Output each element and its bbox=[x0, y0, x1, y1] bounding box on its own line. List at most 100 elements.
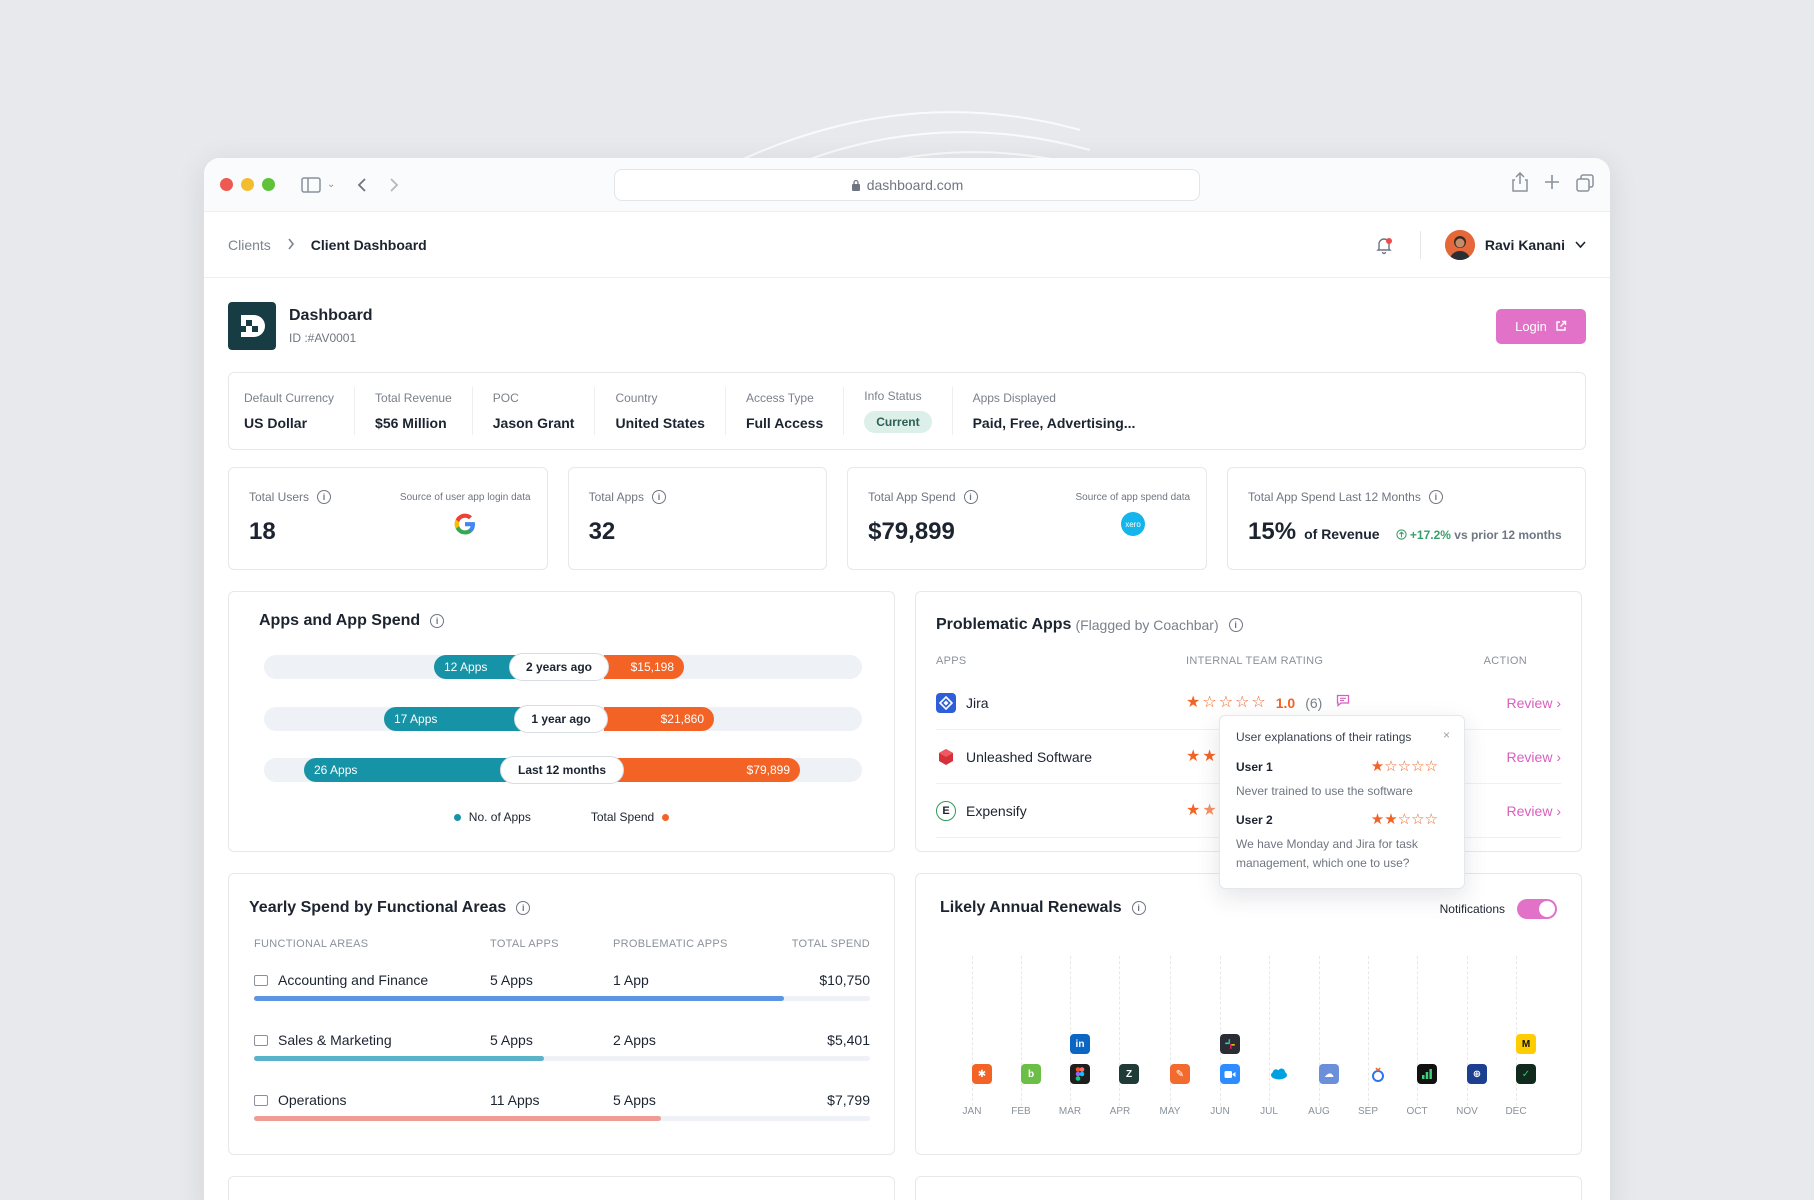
info-icon[interactable]: i bbox=[651, 490, 666, 504]
comment-icon[interactable] bbox=[1336, 694, 1350, 712]
spend-label: $15,198 bbox=[630, 660, 674, 674]
star-filled-icon: ★ bbox=[1186, 801, 1201, 819]
login-button[interactable]: Login bbox=[1496, 308, 1586, 344]
problematic-apps: 5 Apps bbox=[613, 1092, 656, 1108]
user-name[interactable]: Ravi Kanani bbox=[1484, 236, 1565, 253]
share-icon[interactable] bbox=[1512, 172, 1528, 192]
zendesk-icon[interactable]: Z bbox=[1119, 1064, 1139, 1084]
data-source-label: Source of user app login data bbox=[399, 492, 531, 503]
figma-icon[interactable] bbox=[1070, 1064, 1090, 1084]
data-source: Source of user app login data bbox=[400, 492, 531, 537]
star-filled-icon: ★ bbox=[1202, 747, 1217, 765]
grid-line bbox=[1368, 956, 1369, 1106]
total-apps: 5 Apps bbox=[490, 972, 533, 988]
area-label: Operations bbox=[278, 1092, 347, 1108]
notifications-control: Notifications bbox=[1440, 899, 1557, 919]
column-header: INTERNAL TEAM RATING bbox=[1186, 655, 1324, 667]
rating-value: 1.0 bbox=[1275, 694, 1296, 711]
close-window-button[interactable] bbox=[220, 178, 233, 191]
salesforce-icon[interactable] bbox=[1269, 1064, 1289, 1084]
month-label: APR bbox=[1109, 1106, 1131, 1117]
total-apps: 11 Apps bbox=[490, 1092, 540, 1108]
zoom-icon[interactable] bbox=[1220, 1064, 1240, 1084]
star-empty-icon: ☆ bbox=[1202, 693, 1217, 711]
avatar[interactable] bbox=[1444, 229, 1475, 260]
grid-line bbox=[1070, 956, 1071, 1106]
jira-icon bbox=[936, 692, 956, 713]
maximize-window-button[interactable] bbox=[262, 178, 275, 191]
legend-spend: Total Spend bbox=[591, 810, 677, 824]
info-currency: Default Currency US Dollar bbox=[244, 387, 356, 435]
legend-apps: No. of Apps bbox=[446, 810, 531, 824]
app-name[interactable]: Jira bbox=[966, 694, 989, 711]
stat-total-app-spend: Total App Spend i $79,899 Source of app … bbox=[847, 467, 1208, 570]
notifications-toggle[interactable] bbox=[1517, 899, 1557, 919]
close-icon[interactable]: × bbox=[1442, 728, 1450, 742]
star-half-icon: ★ bbox=[1202, 801, 1217, 819]
star-empty-icon: ☆ bbox=[1411, 758, 1425, 775]
spend-progress-track bbox=[254, 1116, 870, 1121]
info-icon[interactable]: i bbox=[516, 901, 531, 915]
checkmark-app-icon[interactable]: ✓ bbox=[1516, 1064, 1536, 1084]
chevron-right-icon bbox=[287, 237, 295, 253]
stat-value: $79,899 bbox=[868, 518, 955, 545]
review-link[interactable]: Review › bbox=[1506, 748, 1561, 765]
info-icon[interactable]: i bbox=[317, 490, 332, 504]
tabs-overview-icon[interactable] bbox=[1576, 172, 1594, 192]
info-icon[interactable]: i bbox=[1228, 618, 1243, 632]
info-label: Total Revenue bbox=[375, 391, 452, 405]
external-link-icon bbox=[1556, 320, 1567, 331]
ring-icon[interactable] bbox=[1368, 1064, 1388, 1084]
info-revenue: Total Revenue $56 Million bbox=[375, 387, 473, 435]
period-pill: Last 12 months bbox=[500, 756, 624, 784]
star-empty-icon: ☆ bbox=[1424, 758, 1438, 775]
linkedin-icon[interactable]: in bbox=[1070, 1034, 1090, 1054]
info-icon[interactable]: i bbox=[1428, 490, 1443, 504]
breadcrumb-clients-link[interactable]: Clients bbox=[228, 236, 271, 253]
stat-label: Total App Spend bbox=[868, 490, 956, 504]
legend-dot bbox=[662, 814, 670, 822]
info-value: US Dollar bbox=[244, 415, 308, 431]
grid-line bbox=[1467, 956, 1468, 1106]
panel-title: Apps and App Spend bbox=[259, 612, 421, 629]
stat-label: Total Apps bbox=[588, 490, 644, 504]
total-spend: $10,750 bbox=[819, 972, 870, 988]
review-link[interactable]: Review › bbox=[1506, 694, 1561, 711]
functional-areas-panel: Yearly Spend by Functional Areas i FUNCT… bbox=[228, 873, 895, 1155]
page-title: Dashboard bbox=[289, 307, 373, 324]
cloud-storage-icon[interactable]: ☁ bbox=[1319, 1064, 1339, 1084]
rating-stars: ★★☆☆☆ bbox=[1371, 811, 1438, 829]
area-label: Sales & Marketing bbox=[278, 1032, 392, 1048]
panel-row-3 bbox=[228, 1176, 1586, 1200]
info-icon[interactable]: i bbox=[963, 490, 978, 504]
chevron-down-icon[interactable]: ⌄ bbox=[327, 179, 336, 190]
slack-icon[interactable] bbox=[1220, 1034, 1240, 1054]
google-analytics-icon[interactable] bbox=[1417, 1064, 1437, 1084]
apps-count-label: 12 Apps bbox=[444, 660, 488, 674]
info-icon[interactable]: i bbox=[430, 614, 445, 628]
chevron-down-icon[interactable] bbox=[1575, 236, 1586, 254]
bamboohr-icon[interactable]: b bbox=[1021, 1064, 1041, 1084]
bottom-panel-left bbox=[228, 1176, 895, 1200]
review-link[interactable]: Review › bbox=[1506, 802, 1561, 819]
app-name[interactable]: Unleashed Software bbox=[966, 748, 1093, 765]
hubspot-icon[interactable]: ✱ bbox=[972, 1064, 992, 1084]
browser-actions bbox=[1512, 172, 1594, 192]
forward-arrow-icon[interactable] bbox=[389, 177, 399, 193]
teams-icon[interactable]: ⊕ bbox=[1467, 1064, 1487, 1084]
miro-icon[interactable]: M bbox=[1516, 1034, 1536, 1054]
client-header: Dashboard ID :#AV0001 Login bbox=[228, 302, 1586, 350]
star-empty-icon: ☆ bbox=[1397, 758, 1412, 775]
bell-icon[interactable] bbox=[1374, 235, 1394, 255]
info-icon[interactable]: i bbox=[1131, 901, 1146, 915]
minimize-window-button[interactable] bbox=[241, 178, 254, 191]
address-bar[interactable]: dashboard.com bbox=[614, 169, 1200, 201]
revenue-row: 15% of Revenue +17.2% vs prior 12 months bbox=[1248, 518, 1567, 546]
new-tab-icon[interactable] bbox=[1544, 172, 1560, 192]
sidebar-toggle-icon[interactable] bbox=[301, 176, 321, 193]
pen-tool-icon[interactable]: ✎ bbox=[1170, 1064, 1190, 1084]
stat-label-row: Total Apps i bbox=[589, 490, 809, 504]
back-arrow-icon[interactable] bbox=[357, 177, 367, 193]
info-access-type: Access Type Full Access bbox=[746, 387, 845, 435]
app-name[interactable]: Expensify bbox=[966, 802, 1027, 819]
